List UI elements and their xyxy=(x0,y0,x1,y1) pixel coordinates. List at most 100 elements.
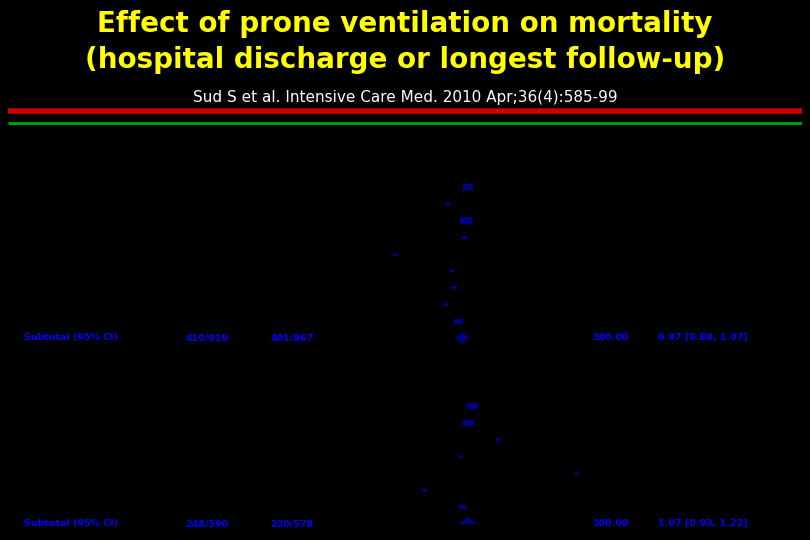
Text: Sud S et al. Intensive Care Med. 2010 Apr;36(4):585-99: Sud S et al. Intensive Care Med. 2010 Ap… xyxy=(193,90,617,105)
Text: Risk ratio
95% CI: Risk ratio 95% CI xyxy=(435,144,492,166)
FancyBboxPatch shape xyxy=(454,319,462,323)
Text: 126/323: 126/323 xyxy=(187,418,227,427)
Text: 34.18: 34.18 xyxy=(598,215,625,225)
Text: 248/590: 248/590 xyxy=(185,519,228,528)
FancyBboxPatch shape xyxy=(446,202,450,204)
Text: 1.46: 1.46 xyxy=(600,485,621,495)
Text: Chan 2007: Chan 2007 xyxy=(24,283,75,292)
Text: 0.83 [0.34, 1.94]: 0.83 [0.34, 1.94] xyxy=(658,283,738,292)
Text: 179/413: 179/413 xyxy=(187,215,227,225)
Text: 1.15 [0.92, 1.53]: 1.15 [0.92, 1.53] xyxy=(658,401,737,410)
FancyBboxPatch shape xyxy=(496,438,500,441)
FancyBboxPatch shape xyxy=(467,403,477,408)
Text: 0.30: 0.30 xyxy=(600,249,621,258)
Text: Test for Overall Effect: p=0.54: Test for Overall Effect: p=0.54 xyxy=(24,350,151,359)
Text: Study
or sub-category: Study or sub-category xyxy=(24,144,117,166)
Text: 28.48: 28.48 xyxy=(598,401,625,410)
Text: 92/118: 92/118 xyxy=(190,182,224,191)
Text: 0.5: 0.5 xyxy=(417,516,431,524)
Text: 0.75 [0.25, 2.22]: 0.75 [0.25, 2.22] xyxy=(658,199,737,208)
Text: Guerin 2004: Guerin 2004 xyxy=(24,215,83,225)
Text: PaO₂/FiO₂ ≥ 100 Subgroup: PaO₂/FiO₂ ≥ 100 Subgroup xyxy=(24,384,164,393)
Text: 8/21: 8/21 xyxy=(196,300,217,309)
Text: 7.00 [0.47, 103.27]: 7.00 [0.47, 103.27] xyxy=(658,469,749,477)
Text: 1.87: 1.87 xyxy=(600,300,621,309)
Text: Curley 2005: Curley 2005 xyxy=(24,232,82,241)
Text: Mancebo 2006: Mancebo 2006 xyxy=(24,266,94,275)
Text: Weight
%: Weight % xyxy=(590,144,632,166)
Text: 0.81 [0.60, 1.10]: 0.81 [0.60, 1.10] xyxy=(658,266,737,275)
Text: 27.47: 27.47 xyxy=(598,182,625,191)
Text: 9/11: 9/11 xyxy=(196,283,217,292)
Text: 43/96: 43/96 xyxy=(279,502,306,511)
Text: Beuret 2002: Beuret 2002 xyxy=(24,199,83,208)
FancyBboxPatch shape xyxy=(463,236,466,238)
Text: Favours prone: Favours prone xyxy=(362,523,422,532)
Text: Taccone 2009: Taccone 2009 xyxy=(24,502,89,511)
Text: 16/41: 16/41 xyxy=(279,452,306,461)
FancyBboxPatch shape xyxy=(450,269,454,272)
FancyBboxPatch shape xyxy=(443,303,447,305)
Text: 10/19: 10/19 xyxy=(279,300,306,309)
Text: 2/38: 2/38 xyxy=(282,435,303,444)
FancyBboxPatch shape xyxy=(451,286,455,288)
Polygon shape xyxy=(457,332,468,343)
Text: 110/392: 110/392 xyxy=(272,418,312,427)
Text: 4/9: 4/9 xyxy=(284,199,300,208)
Text: 0.53: 0.53 xyxy=(600,232,621,241)
Text: 0.97 [0.88, 1.07]: 0.97 [0.88, 1.07] xyxy=(658,333,748,342)
Text: 3/30: 3/30 xyxy=(196,435,217,444)
FancyBboxPatch shape xyxy=(463,184,472,189)
Text: Risk Ratio
95% CI: Risk Ratio 95% CI xyxy=(679,144,738,166)
Text: All Patients: All Patients xyxy=(24,165,85,174)
Text: 4/51: 4/51 xyxy=(196,232,217,241)
Text: 5: 5 xyxy=(554,516,560,524)
Text: 4/12: 4/12 xyxy=(196,199,217,208)
Text: Heterogeneity: I² = 0%: Heterogeneity: I² = 0% xyxy=(24,365,121,374)
Text: 79/166: 79/166 xyxy=(190,316,224,326)
Text: Subtotal (95% CI): Subtotal (95% CI) xyxy=(24,519,118,528)
Text: 38/75: 38/75 xyxy=(193,266,220,275)
Text: 1.00 [0.26, 3.78]: 1.00 [0.26, 3.78] xyxy=(658,232,737,241)
Text: 57/95: 57/95 xyxy=(193,401,220,410)
Text: 16/33: 16/33 xyxy=(193,452,220,461)
FancyBboxPatch shape xyxy=(393,253,396,255)
Text: Voggenreiter 2006: Voggenreiter 2006 xyxy=(24,249,113,258)
Text: 401/867: 401/867 xyxy=(271,333,313,342)
Text: 1.07 [0.93, 1.22]: 1.07 [0.93, 1.22] xyxy=(658,519,748,528)
Text: 91/172: 91/172 xyxy=(275,316,309,326)
FancyBboxPatch shape xyxy=(460,217,471,222)
Text: Fernandez 2008: Fernandez 2008 xyxy=(24,300,100,309)
Text: 0.94 [0.58, 1.58]: 0.94 [0.58, 1.58] xyxy=(658,452,737,461)
Text: Guerin 2004: Guerin 2004 xyxy=(24,418,83,427)
Text: 1.06 [0.88, 1.28]: 1.06 [0.88, 1.28] xyxy=(658,182,737,191)
Text: 100.00: 100.00 xyxy=(593,333,629,342)
Text: 1/21: 1/21 xyxy=(196,249,217,258)
Text: Supine
n/N: Supine n/N xyxy=(272,144,313,166)
FancyBboxPatch shape xyxy=(463,420,473,426)
Text: 20.84: 20.84 xyxy=(598,316,625,326)
Text: 0.30 [0.03, 2.66]: 0.30 [0.03, 2.66] xyxy=(658,249,738,258)
Text: 52/103: 52/103 xyxy=(275,401,309,410)
Text: (hospital discharge or longest follow-up): (hospital discharge or longest follow-up… xyxy=(85,46,725,75)
Text: 7.54: 7.54 xyxy=(600,452,621,461)
Text: 3/19: 3/19 xyxy=(282,249,303,258)
Text: 3/4: 3/4 xyxy=(199,469,215,477)
Text: 0.2: 0.2 xyxy=(364,516,377,524)
Text: Gattinoni 2001: Gattinoni 2001 xyxy=(24,182,95,191)
Text: Test for Overall Effect: p=0.35: Test for Overall Effect: p=0.35 xyxy=(24,536,151,540)
FancyBboxPatch shape xyxy=(458,505,465,508)
Text: 40/93: 40/93 xyxy=(193,502,220,511)
Text: 1.80 [0.28, 7.77]: 1.80 [0.28, 7.77] xyxy=(658,435,737,444)
Text: Mancebo 2006: Mancebo 2006 xyxy=(24,452,94,461)
Text: Taccone 2009: Taccone 2009 xyxy=(24,316,89,326)
Text: 230/578: 230/578 xyxy=(271,519,313,528)
FancyBboxPatch shape xyxy=(458,455,463,457)
Text: 0.81: 0.81 xyxy=(600,199,621,208)
Text: Subtotal (95% CI): Subtotal (95% CI) xyxy=(24,333,118,342)
Text: 0/6: 0/6 xyxy=(284,469,300,477)
Text: 37/60: 37/60 xyxy=(279,266,306,275)
Polygon shape xyxy=(460,518,475,529)
Text: 17.37: 17.37 xyxy=(598,502,625,511)
Text: 0.62: 0.62 xyxy=(600,435,621,444)
